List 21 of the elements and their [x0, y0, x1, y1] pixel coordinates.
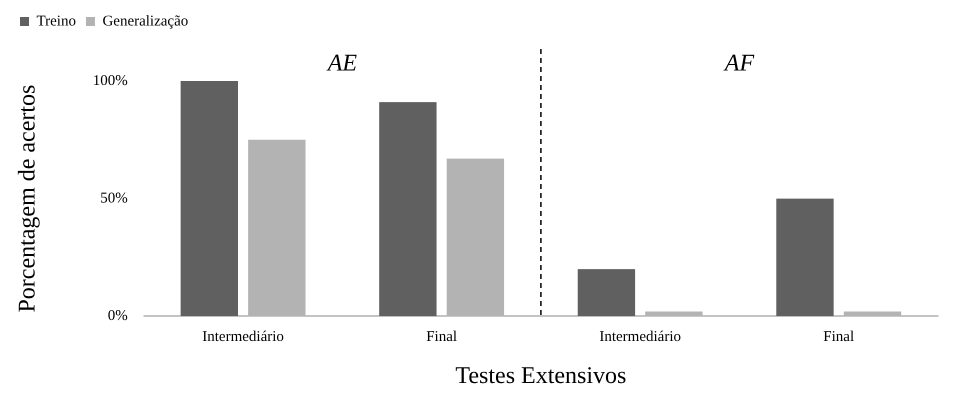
bar: [645, 311, 703, 316]
y-tick-label: 50%: [100, 190, 128, 207]
legend-label: Generalização: [102, 13, 188, 30]
legend-label: Treino: [36, 13, 76, 30]
text: AF: [722, 50, 754, 76]
text: AE: [326, 50, 358, 76]
y-tick-label: 100%: [92, 72, 128, 89]
bar: [776, 198, 834, 316]
y-axis-title: Porcentagem de acertos: [14, 84, 41, 313]
bar: [379, 102, 437, 316]
x-tick-label: Final: [823, 329, 854, 346]
x-tick-label: Final: [426, 329, 458, 346]
x-tick-label: Intermediário: [599, 329, 681, 346]
bar: [578, 269, 636, 316]
bar: [180, 81, 238, 316]
x-tick-label: Intermediário: [202, 329, 284, 346]
x-axis-title: Testes Extensivos: [455, 362, 626, 389]
bar: [844, 311, 902, 316]
y-tick-label: 0%: [108, 308, 128, 324]
bar: [248, 140, 306, 316]
bar: [446, 158, 504, 316]
